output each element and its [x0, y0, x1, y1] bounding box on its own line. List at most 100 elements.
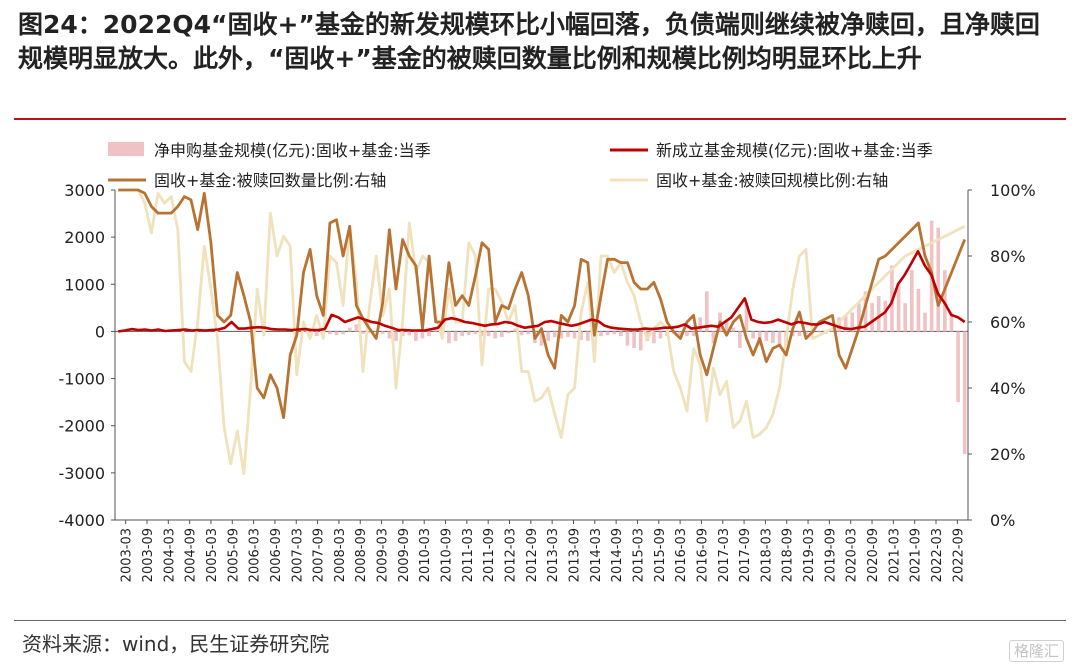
net-subscription-bar: [777, 331, 782, 346]
y-right-tick-label: 0%: [990, 511, 1015, 530]
net-subscription-bar: [843, 314, 848, 332]
x-tick-label: 2006-09: [269, 528, 284, 582]
x-tick-label: 2015-09: [653, 528, 668, 582]
net-subscription-bar: [863, 291, 868, 332]
net-subscription-bar: [830, 329, 835, 332]
net-subscription-bar: [367, 331, 372, 333]
net-subscription-bar: [625, 331, 630, 346]
net-subscription-bar: [506, 331, 511, 334]
net-subscription-bar: [486, 331, 491, 337]
x-tick-label: 2012-09: [525, 528, 540, 582]
x-tick-label: 2021-09: [909, 528, 924, 582]
net-subscription-bar: [837, 317, 841, 332]
y-right-tick-label: 100%: [990, 181, 1036, 200]
net-subscription-bar: [619, 331, 623, 337]
x-tick-label: 2020-09: [866, 528, 881, 582]
legend-label: 新成立基金规模(亿元):固收+基金:当季: [656, 141, 933, 160]
footer-divider: [14, 620, 1066, 621]
x-tick-label: 2021-03: [887, 528, 902, 582]
net-subscription-bar: [943, 270, 947, 332]
net-subscription-bar: [460, 331, 464, 337]
x-tick-label: 2009-09: [397, 528, 412, 582]
x-tick-label: 2018-09: [781, 528, 796, 582]
net-subscription-bar: [407, 331, 412, 336]
x-tick-label: 2009-03: [376, 528, 391, 582]
net-subscription-bar: [453, 331, 458, 341]
watermark-logo: 格隆汇: [1008, 640, 1064, 662]
net-subscription-bar: [638, 331, 643, 351]
x-tick-label: 2013-03: [546, 528, 561, 582]
net-subscription-bar: [552, 331, 557, 338]
net-subscription-bar: [559, 331, 564, 339]
net-subscription-bar: [738, 331, 742, 348]
x-tick-label: 2020-03: [845, 528, 860, 582]
net-subscription-bar: [447, 331, 451, 344]
x-tick-label: 2019-03: [802, 528, 817, 582]
net-subscription-bar: [916, 289, 921, 332]
y-left-tick-label: -3000: [59, 464, 106, 483]
x-tick-label: 2016-09: [695, 528, 710, 582]
net-subscription-bar: [599, 331, 603, 337]
net-subscription-bar: [652, 331, 656, 344]
net-subscription-bar: [711, 331, 716, 344]
net-subscription-bar: [579, 331, 583, 340]
x-tick-label: 2003-03: [120, 528, 135, 582]
net-subscription-bar: [751, 331, 755, 339]
x-tick-label: 2016-03: [674, 528, 689, 582]
chart-title: 图24：2022Q4“固收+”基金的新发规模环比小幅回落，负债端则继续被净赎回，…: [18, 10, 1040, 73]
y-right-tick-label: 40%: [990, 379, 1026, 398]
y-left-tick-label: 1000: [64, 275, 105, 294]
net-subscription-bar: [678, 331, 683, 336]
legend-label: 净申购基金规模(亿元):固收+基金:当季: [154, 141, 431, 160]
lines-layer: [118, 188, 966, 476]
net-subscription-bar: [314, 331, 319, 337]
net-subscription-bar: [513, 328, 517, 332]
x-tick-label: 2013-09: [567, 528, 582, 582]
x-tick-label: 2014-09: [610, 528, 625, 582]
x-tick-label: 2014-03: [589, 528, 604, 582]
x-tick-label: 2012-03: [504, 528, 519, 582]
y-left-tick-label: 0: [95, 322, 105, 341]
x-tick-label: 2004-09: [184, 528, 199, 582]
net-subscription-bar: [804, 331, 808, 334]
net-subscription-bar: [876, 296, 881, 332]
net-subscription-bar: [328, 331, 332, 335]
redeemed-count-ratio-line: [118, 188, 966, 420]
y-right-tick-label: 80%: [990, 247, 1026, 266]
net-subscription-bar: [764, 331, 769, 341]
combo-chart: 净申购基金规模(亿元):固收+基金:当季 新成立基金规模(亿元):固收+基金:当季…: [59, 141, 1036, 582]
net-subscription-bar: [923, 312, 927, 332]
net-subscription-bar: [612, 331, 617, 335]
net-subscription-bar: [685, 331, 689, 337]
net-subscription-bar: [744, 303, 749, 332]
net-subscription-bar: [433, 329, 438, 332]
y-left-tick-label: -1000: [59, 370, 106, 389]
net-subscription-bar: [817, 331, 822, 333]
net-subscription-bar: [771, 331, 775, 344]
new-issuance-line: [118, 250, 966, 333]
net-subscription-bar: [526, 331, 531, 335]
net-subscription-bar: [605, 331, 610, 336]
net-subscription-bar: [949, 312, 954, 332]
y-left-tick-label: 2000: [64, 228, 105, 247]
x-tick-label: 2006-03: [248, 528, 263, 582]
axis-labels-layer: 3000 2000 1000 0 -1000 -2000 -3000 -4000 100% 80%…: [59, 181, 1036, 582]
net-subscription-bar: [427, 331, 431, 337]
net-subscription-bar: [387, 331, 392, 339]
x-tick-label: 2011-03: [461, 528, 476, 582]
y-right-tick-label: 20%: [990, 445, 1026, 464]
x-tick-label: 2005-03: [205, 528, 220, 582]
net-subscription-bar: [857, 303, 861, 332]
net-subscription-bar: [724, 322, 729, 332]
net-subscription-bar: [566, 331, 570, 338]
x-tick-label: 2017-09: [738, 528, 753, 582]
net-subscription-bar: [354, 324, 359, 332]
net-subscription-bar: [473, 331, 478, 335]
net-subscription-bar: [896, 284, 901, 332]
net-subscription-bar: [572, 331, 577, 339]
x-tick-label: 2017-03: [717, 528, 732, 582]
net-subscription-bar: [704, 291, 709, 332]
net-subscription-bar: [585, 331, 590, 341]
net-subscription-bar: [698, 317, 703, 332]
x-tick-label: 2008-03: [333, 528, 348, 582]
